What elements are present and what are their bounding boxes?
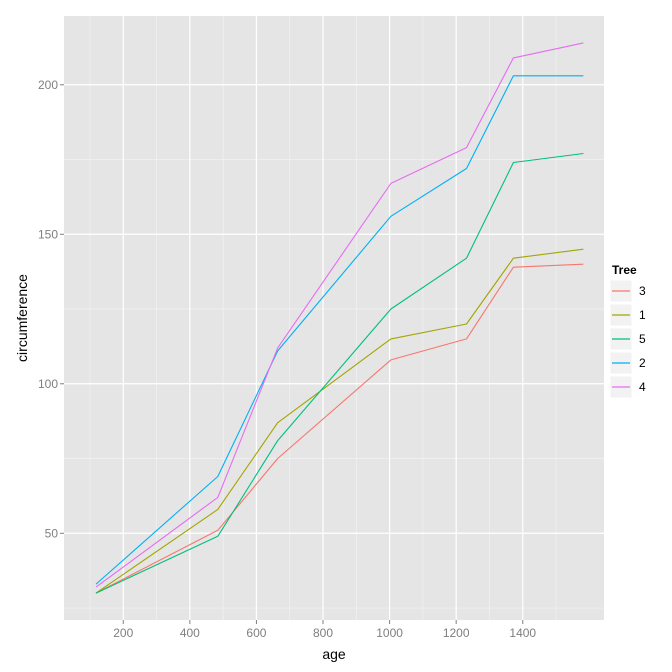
x-tick-label: 800 — [313, 626, 333, 640]
x-tick-label: 600 — [246, 626, 266, 640]
x-axis: 200 400 600 800 1000 1200 1400 — [113, 620, 536, 640]
series-line-tree-1 — [95, 248, 584, 594]
x-axis-title: age — [322, 646, 346, 662]
legend: Tree 3 1 5 2 4 — [609, 263, 646, 399]
series-line-tree-5 — [95, 152, 584, 594]
x-tick-label: 1400 — [509, 626, 536, 640]
series-line-tree-2 — [95, 75, 584, 585]
y-tick-label: 50 — [45, 526, 59, 540]
y-tick-label: 100 — [38, 377, 58, 391]
plot-panel — [64, 16, 604, 620]
legend-label: 2 — [639, 356, 646, 370]
y-tick-label: 200 — [38, 78, 58, 92]
x-tick-label: 200 — [113, 626, 133, 640]
legend-title: Tree — [612, 263, 637, 277]
y-axis-title: circumference — [14, 274, 30, 362]
legend-label: 5 — [639, 332, 646, 346]
legend-label: 1 — [639, 308, 646, 322]
x-tick-label: 1200 — [443, 626, 470, 640]
minor-gridlines — [64, 16, 604, 620]
x-tick-label: 400 — [180, 626, 200, 640]
y-axis: 50 100 150 200 — [38, 78, 64, 540]
series-line-tree-3 — [95, 263, 584, 594]
legend-label: 3 — [639, 284, 646, 298]
series-line-tree-4 — [95, 42, 584, 588]
y-tick-label: 150 — [38, 227, 58, 241]
x-tick-label: 1000 — [376, 626, 403, 640]
series-lines — [95, 42, 584, 594]
major-gridlines — [64, 16, 604, 620]
legend-label: 4 — [639, 380, 646, 394]
